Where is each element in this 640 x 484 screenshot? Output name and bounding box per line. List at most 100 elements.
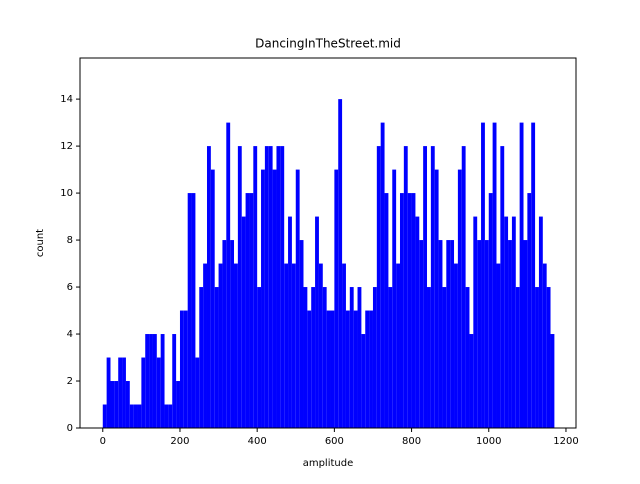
bar	[342, 263, 346, 428]
bar	[245, 193, 250, 428]
bar	[152, 334, 157, 428]
bar	[481, 122, 485, 428]
bar	[156, 357, 161, 428]
bar	[218, 263, 223, 428]
bar	[191, 193, 196, 428]
bar	[380, 122, 385, 428]
bar	[399, 193, 404, 428]
bar	[272, 169, 277, 429]
bar	[369, 310, 373, 428]
bar	[206, 146, 211, 428]
bar	[322, 287, 327, 428]
bar	[519, 122, 524, 428]
bar	[515, 287, 520, 428]
bar	[334, 169, 339, 429]
bar	[326, 310, 331, 428]
bar	[133, 404, 138, 428]
bar	[504, 216, 509, 428]
x-tick-label: 1000	[476, 436, 501, 447]
bar	[542, 263, 547, 428]
bar	[338, 99, 343, 428]
bar	[531, 122, 536, 428]
bar	[484, 240, 489, 428]
bar	[168, 404, 173, 428]
bar	[110, 381, 115, 428]
bar	[141, 357, 146, 428]
bar	[349, 287, 354, 428]
bar	[149, 334, 153, 428]
bar	[523, 240, 528, 428]
bar	[488, 193, 493, 428]
bar	[538, 216, 543, 428]
bar	[264, 146, 269, 428]
bar	[299, 240, 304, 428]
bar	[179, 310, 184, 428]
bar	[276, 146, 281, 428]
bar	[330, 310, 335, 428]
bar	[388, 287, 393, 428]
y-tick-label: 2	[67, 376, 73, 387]
bar	[407, 193, 412, 428]
bar	[345, 310, 350, 428]
bar	[118, 357, 123, 428]
y-tick-label: 0	[67, 423, 73, 434]
bar	[376, 146, 381, 428]
bar	[461, 146, 466, 428]
bar	[392, 169, 397, 429]
bar	[357, 287, 362, 428]
bar	[295, 169, 300, 429]
bar	[318, 263, 323, 428]
bar	[288, 216, 292, 428]
bar	[122, 357, 126, 428]
bar	[241, 216, 246, 428]
bar	[261, 169, 265, 429]
bar	[372, 287, 377, 428]
bar	[183, 310, 188, 428]
bar	[268, 146, 273, 428]
bar	[125, 381, 130, 428]
bar	[457, 169, 462, 429]
bar	[176, 381, 180, 428]
bar	[160, 334, 165, 428]
bar	[195, 357, 200, 428]
bar	[469, 334, 474, 428]
bar	[311, 287, 316, 428]
bar	[396, 263, 400, 428]
bar	[291, 263, 296, 428]
bar	[226, 122, 231, 428]
bar	[303, 287, 308, 428]
axes-frame	[79, 57, 577, 429]
x-axis-label: amplitude	[303, 458, 354, 469]
bar	[473, 216, 478, 428]
bar	[511, 216, 516, 428]
bar	[253, 146, 258, 428]
bar	[492, 122, 497, 428]
bar	[210, 169, 215, 429]
bar	[307, 310, 312, 428]
bar	[187, 193, 192, 428]
x-tick-label: 600	[325, 436, 344, 447]
bar	[214, 287, 219, 428]
y-tick-label: 12	[60, 141, 73, 152]
bar	[106, 357, 111, 428]
bar	[527, 193, 532, 428]
bar	[230, 240, 235, 428]
chart-title: DancingInTheStreet.mid	[255, 37, 401, 51]
bar	[249, 193, 254, 428]
y-tick-label: 6	[67, 282, 73, 293]
bar	[284, 263, 289, 428]
x-tick-label: 400	[248, 436, 267, 447]
bar	[102, 404, 107, 428]
bar	[203, 263, 207, 428]
bar	[535, 287, 539, 428]
bar	[172, 334, 177, 428]
bar	[114, 381, 119, 428]
bar	[550, 334, 555, 428]
x-tick-label: 1200	[553, 436, 578, 447]
bar	[365, 310, 370, 428]
bar	[164, 404, 169, 428]
bar	[361, 334, 366, 428]
bar	[446, 240, 451, 428]
bar	[145, 334, 150, 428]
bar	[508, 240, 512, 428]
